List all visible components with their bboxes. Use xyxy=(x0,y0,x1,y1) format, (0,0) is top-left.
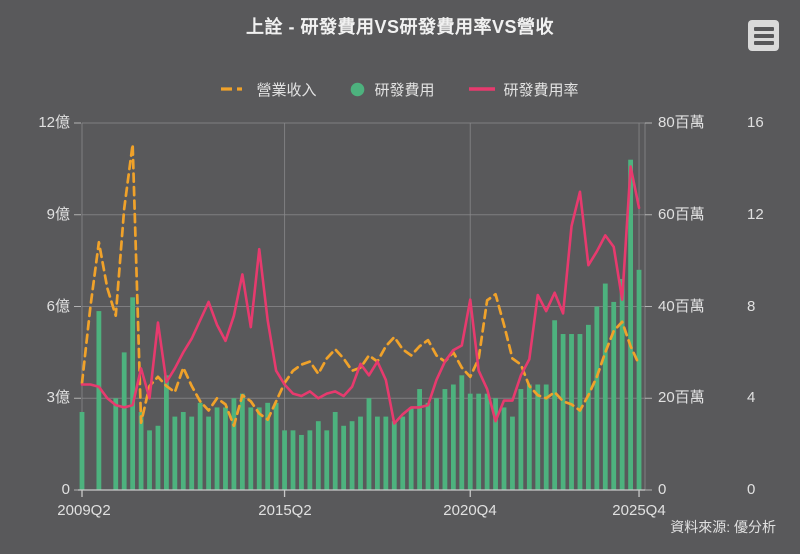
y-axis-label: 60百萬 xyxy=(658,205,705,223)
solid-line-icon xyxy=(468,87,495,91)
context-menu-button[interactable] xyxy=(748,20,779,51)
y-axis-label: 4 xyxy=(747,389,756,407)
legend-item-rnd-ratio[interactable]: 研發費用率 xyxy=(468,79,579,100)
y-axis-label: 9億 xyxy=(46,205,70,223)
chart-title: 上詮 - 研發費用VS研發費用率VS營收 xyxy=(245,17,555,37)
legend-label: 研發費用 xyxy=(374,81,435,99)
y-axis-label: 8 xyxy=(747,297,756,315)
x-axis-label: 2009Q2 xyxy=(57,502,111,519)
legend-item-revenue[interactable]: 營業收入 xyxy=(221,79,316,100)
x-axis-label: 2025Q4 xyxy=(612,502,666,519)
y-axis-label: 16 xyxy=(747,114,764,131)
y-axis-label: 12 xyxy=(747,205,764,223)
y-axis-label: 3億 xyxy=(46,389,70,407)
legend-label: 營業收入 xyxy=(256,81,317,99)
data-source-label: 資料來源: 優分析 xyxy=(670,519,776,535)
circle-icon xyxy=(351,82,365,96)
y-axis-label: 40百萬 xyxy=(658,297,705,315)
y-axis-label: 0 xyxy=(658,481,667,498)
legend-label: 研發費用率 xyxy=(503,81,579,99)
x-axis-label: 2015Q2 xyxy=(258,502,312,519)
y-axis-label: 6億 xyxy=(46,297,70,315)
y-axis-right-percent: 16 12 8 4 0 xyxy=(747,113,797,500)
dashed-line-icon xyxy=(221,87,248,91)
y-axis-label: 0 xyxy=(747,481,756,498)
y-axis-label: 20百萬 xyxy=(658,389,705,407)
y-axis-right-millions: 80百萬 60百萬 40百萬 20百萬 0 xyxy=(658,113,743,500)
legend-item-rnd-expense[interactable]: 研發費用 xyxy=(350,79,435,100)
x-axis-label: 2020Q4 xyxy=(443,502,497,519)
y-axis-label: 80百萬 xyxy=(658,114,705,131)
y-axis-label: 0 xyxy=(61,481,70,498)
y-axis-left: 12億 9億 6億 3億 0 xyxy=(0,113,70,500)
legend: 營業收入 研發費用 研發費用率 xyxy=(0,76,800,102)
y-axis-label: 12億 xyxy=(38,114,70,131)
